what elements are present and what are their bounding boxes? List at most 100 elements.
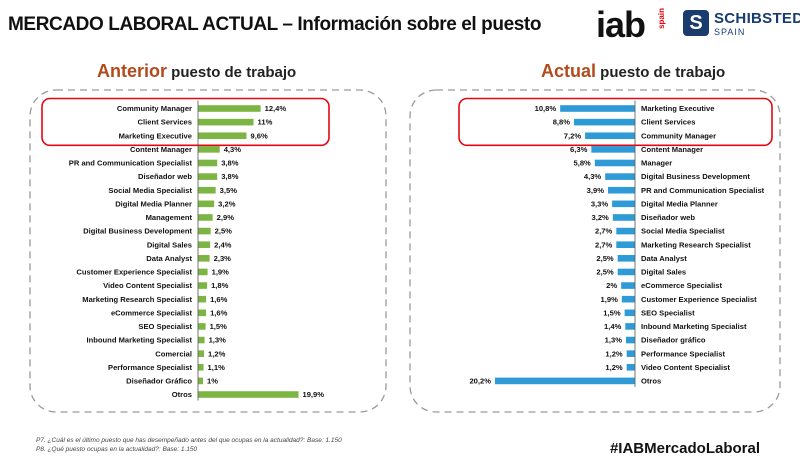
bar-left-comercial [198, 350, 205, 357]
left-chart-title-accent: Anterior [97, 61, 168, 81]
data-label-right-digital-business-development: 4,3% [584, 172, 602, 181]
category-label-right-data-analyst: Data Analyst [641, 254, 687, 263]
category-label-right-manager: Manager [641, 159, 672, 168]
schibsted-logo-sub: SPAIN [714, 27, 746, 37]
category-label-left-otros: Otros [172, 390, 192, 399]
right-highlight-box [458, 97, 773, 147]
data-label-left-community-manager: 12,4% [265, 104, 287, 113]
right-chart-frame [409, 89, 781, 413]
bar-right-pr-and-communication-specialist [607, 186, 635, 194]
category-label-left-comercial: Comercial [155, 349, 192, 358]
data-label-left-management: 2,9% [217, 213, 235, 222]
bar-right-video-content-specialist [626, 363, 635, 371]
category-label-right-client-services: Client Services [641, 118, 695, 127]
data-label-right-digital-media-planner: 3,3% [591, 199, 609, 208]
category-label-left-performance-specialist: Performance Specialist [108, 363, 192, 372]
data-label-right-marketing-executive: 10,8% [535, 104, 557, 113]
bar-left-otros [198, 391, 299, 398]
data-label-left-video-content-specialist: 1,8% [211, 281, 229, 290]
data-label-left-content-manager: 4,3% [224, 145, 242, 154]
data-label-right-ecommerce-specialist: 2% [606, 281, 617, 290]
data-label-right-inbound-marketing-specialist: 1,4% [604, 322, 622, 331]
bar-right-ecommerce-specialist [621, 282, 635, 289]
left-highlight-box [41, 97, 330, 147]
bar-right-inbound-marketing-specialist [625, 323, 635, 330]
category-label-right-inbound-marketing-specialist: Inbound Marketing Specialist [641, 322, 747, 331]
bar-left-data-analyst [198, 255, 210, 262]
data-label-right-digital-sales: 2,5% [596, 268, 614, 277]
bar-left-digital-sales [198, 241, 211, 248]
data-label-left-marketing-research-specialist: 1,6% [210, 295, 228, 304]
category-label-left-management: Management [146, 213, 193, 222]
category-label-left-social-media-specialist: Social Media Specialist [108, 186, 192, 195]
data-label-right-data-analyst: 2,5% [596, 254, 614, 263]
category-label-right-performance-specialist: Performance Specialist [641, 349, 725, 358]
category-label-left-customer-experience-specialist: Customer Experience Specialist [76, 268, 192, 277]
bar-left-marketing-research-specialist [198, 295, 207, 303]
bar-left-disenador-grafico [198, 377, 204, 385]
bar-left-inbound-marketing-specialist [198, 336, 205, 344]
schibsted-logo-icon: S [683, 10, 709, 36]
bar-right-marketing-research-specialist [616, 241, 635, 248]
category-label-right-marketing-research-specialist: Marketing Research Specialist [641, 240, 751, 249]
bar-right-digital-sales [617, 268, 635, 276]
category-label-left-video-content-specialist: Video Content Specialist [103, 281, 192, 290]
data-label-left-digital-media-planner: 3,2% [218, 199, 236, 208]
bar-left-digital-business-development [198, 227, 211, 235]
data-label-right-client-services: 8,8% [553, 118, 571, 127]
category-label-right-marketing-executive: Marketing Executive [641, 104, 714, 113]
bar-right-data-analyst [617, 255, 635, 262]
data-label-right-manager: 5,8% [573, 159, 591, 168]
data-label-left-marketing-executive: 9,6% [250, 131, 268, 140]
bar-right-seo-specialist [624, 309, 635, 317]
data-label-right-seo-specialist: 1,5% [603, 308, 621, 317]
data-label-left-comercial: 1,2% [208, 349, 226, 358]
right-chart: Marketing Executive 10,8% Client Services 8… [409, 89, 781, 413]
category-label-left-digital-media-planner: Digital Media Planner [115, 199, 192, 208]
category-label-right-social-media-specialist: Social Media Specialist [641, 227, 725, 236]
data-label-left-social-media-specialist: 3,5% [220, 186, 238, 195]
left-chart-frame [29, 89, 387, 413]
bar-left-ecommerce-specialist [198, 309, 207, 317]
bar-right-digital-media-planner [612, 200, 635, 208]
category-label-left-digital-business-development: Digital Business Development [83, 227, 192, 236]
hashtag: #IABMercadoLaboral [609, 440, 760, 457]
category-label-right-content-manager: Content Manager [641, 145, 703, 154]
category-label-left-marketing-research-specialist: Marketing Research Specialist [82, 295, 192, 304]
data-label-right-community-manager: 7,2% [564, 131, 582, 140]
footnote-p7: P7. ¿Cuál es el último puesto que has de… [36, 437, 342, 444]
data-label-left-disenador-grafico: 1% [207, 377, 218, 386]
bar-left-performance-specialist [198, 363, 204, 371]
bar-left-disenador-web [198, 173, 218, 180]
category-label-left-client-services: Client Services [138, 118, 192, 127]
bar-right-disenador-grafico [625, 336, 635, 344]
category-label-right-disenador-web: Diseñador web [641, 213, 695, 222]
bar-right-digital-business-development [605, 173, 635, 180]
category-label-left-disenador-grafico: Diseñador Gráfico [126, 377, 192, 386]
category-label-left-pr-and-communication-specialist: PR and Communication Specialist [69, 159, 193, 168]
data-label-left-customer-experience-specialist: 1,9% [212, 268, 230, 277]
bar-left-content-manager [198, 146, 220, 153]
data-label-right-otros: 20,2% [469, 377, 491, 386]
data-label-left-client-services: 11% [258, 118, 273, 127]
data-label-left-performance-specialist: 1,1% [208, 363, 226, 372]
category-label-right-community-manager: Community Manager [641, 131, 716, 140]
bar-right-marketing-executive [560, 105, 635, 112]
data-label-right-social-media-specialist: 2,7% [595, 227, 613, 236]
category-label-right-otros: Otros [641, 377, 661, 386]
data-label-right-video-content-specialist: 1,2% [605, 363, 623, 372]
bar-left-client-services [198, 118, 254, 126]
data-label-left-seo-specialist: 1,5% [210, 322, 228, 331]
bar-left-community-manager [198, 105, 261, 112]
category-label-right-pr-and-communication-specialist: PR and Communication Specialist [641, 186, 765, 195]
bar-right-performance-specialist [626, 350, 635, 357]
bar-right-disenador-web [612, 214, 635, 221]
category-label-right-disenador-grafico: Diseñador gráfico [641, 336, 706, 345]
category-label-left-inbound-marketing-specialist: Inbound Marketing Specialist [87, 336, 193, 345]
category-label-right-digital-business-development: Digital Business Development [641, 172, 750, 181]
category-label-right-seo-specialist: SEO Specialist [641, 308, 695, 317]
data-label-right-disenador-web: 3,2% [592, 213, 610, 222]
category-label-left-marketing-executive: Marketing Executive [119, 131, 192, 140]
bar-left-digital-media-planner [198, 200, 215, 208]
